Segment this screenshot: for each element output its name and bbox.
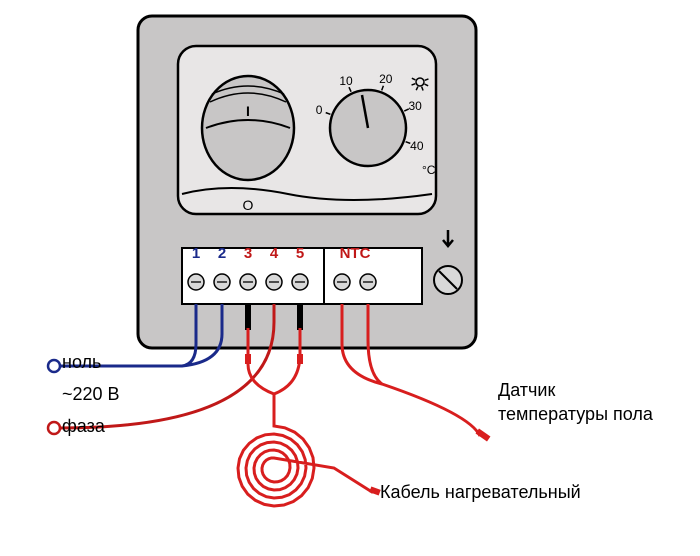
phase-terminal <box>48 422 60 434</box>
heating-coil <box>238 420 372 506</box>
heating-tip-2 <box>297 354 303 364</box>
dial-unit: °C <box>422 163 436 177</box>
ntc-sensor-tip <box>476 429 491 442</box>
heating-tip-1 <box>245 354 251 364</box>
floor-sensor-label-1: Датчик <box>498 380 555 401</box>
heating-cable-label: Кабель нагревательный <box>380 482 581 503</box>
switch-off-label: O <box>243 197 254 213</box>
neutral-terminal <box>48 360 60 372</box>
terminal-label-1: 1 <box>192 245 200 262</box>
neutral-label: ноль <box>62 352 101 373</box>
dial-tick-20: 20 <box>379 72 393 86</box>
dial-tick-30: 30 <box>408 99 422 113</box>
floor-sensor-label-2: температуры пола <box>498 404 653 425</box>
dial-tick-10: 10 <box>339 74 353 88</box>
terminal-label-5: 5 <box>296 245 304 262</box>
ntc-label: NTC <box>340 245 371 262</box>
dial-tick-40: 40 <box>410 139 424 153</box>
phase-label: фаза <box>62 416 105 437</box>
heating-end-tip <box>369 486 380 495</box>
terminal-label-3: 3 <box>244 245 252 262</box>
dial-tick-0: 0 <box>316 103 323 117</box>
voltage-label: ~220 В <box>62 384 120 405</box>
terminal-label-4: 4 <box>270 245 279 262</box>
switch-on-label: I <box>246 103 250 119</box>
terminal-label-2: 2 <box>218 245 226 262</box>
